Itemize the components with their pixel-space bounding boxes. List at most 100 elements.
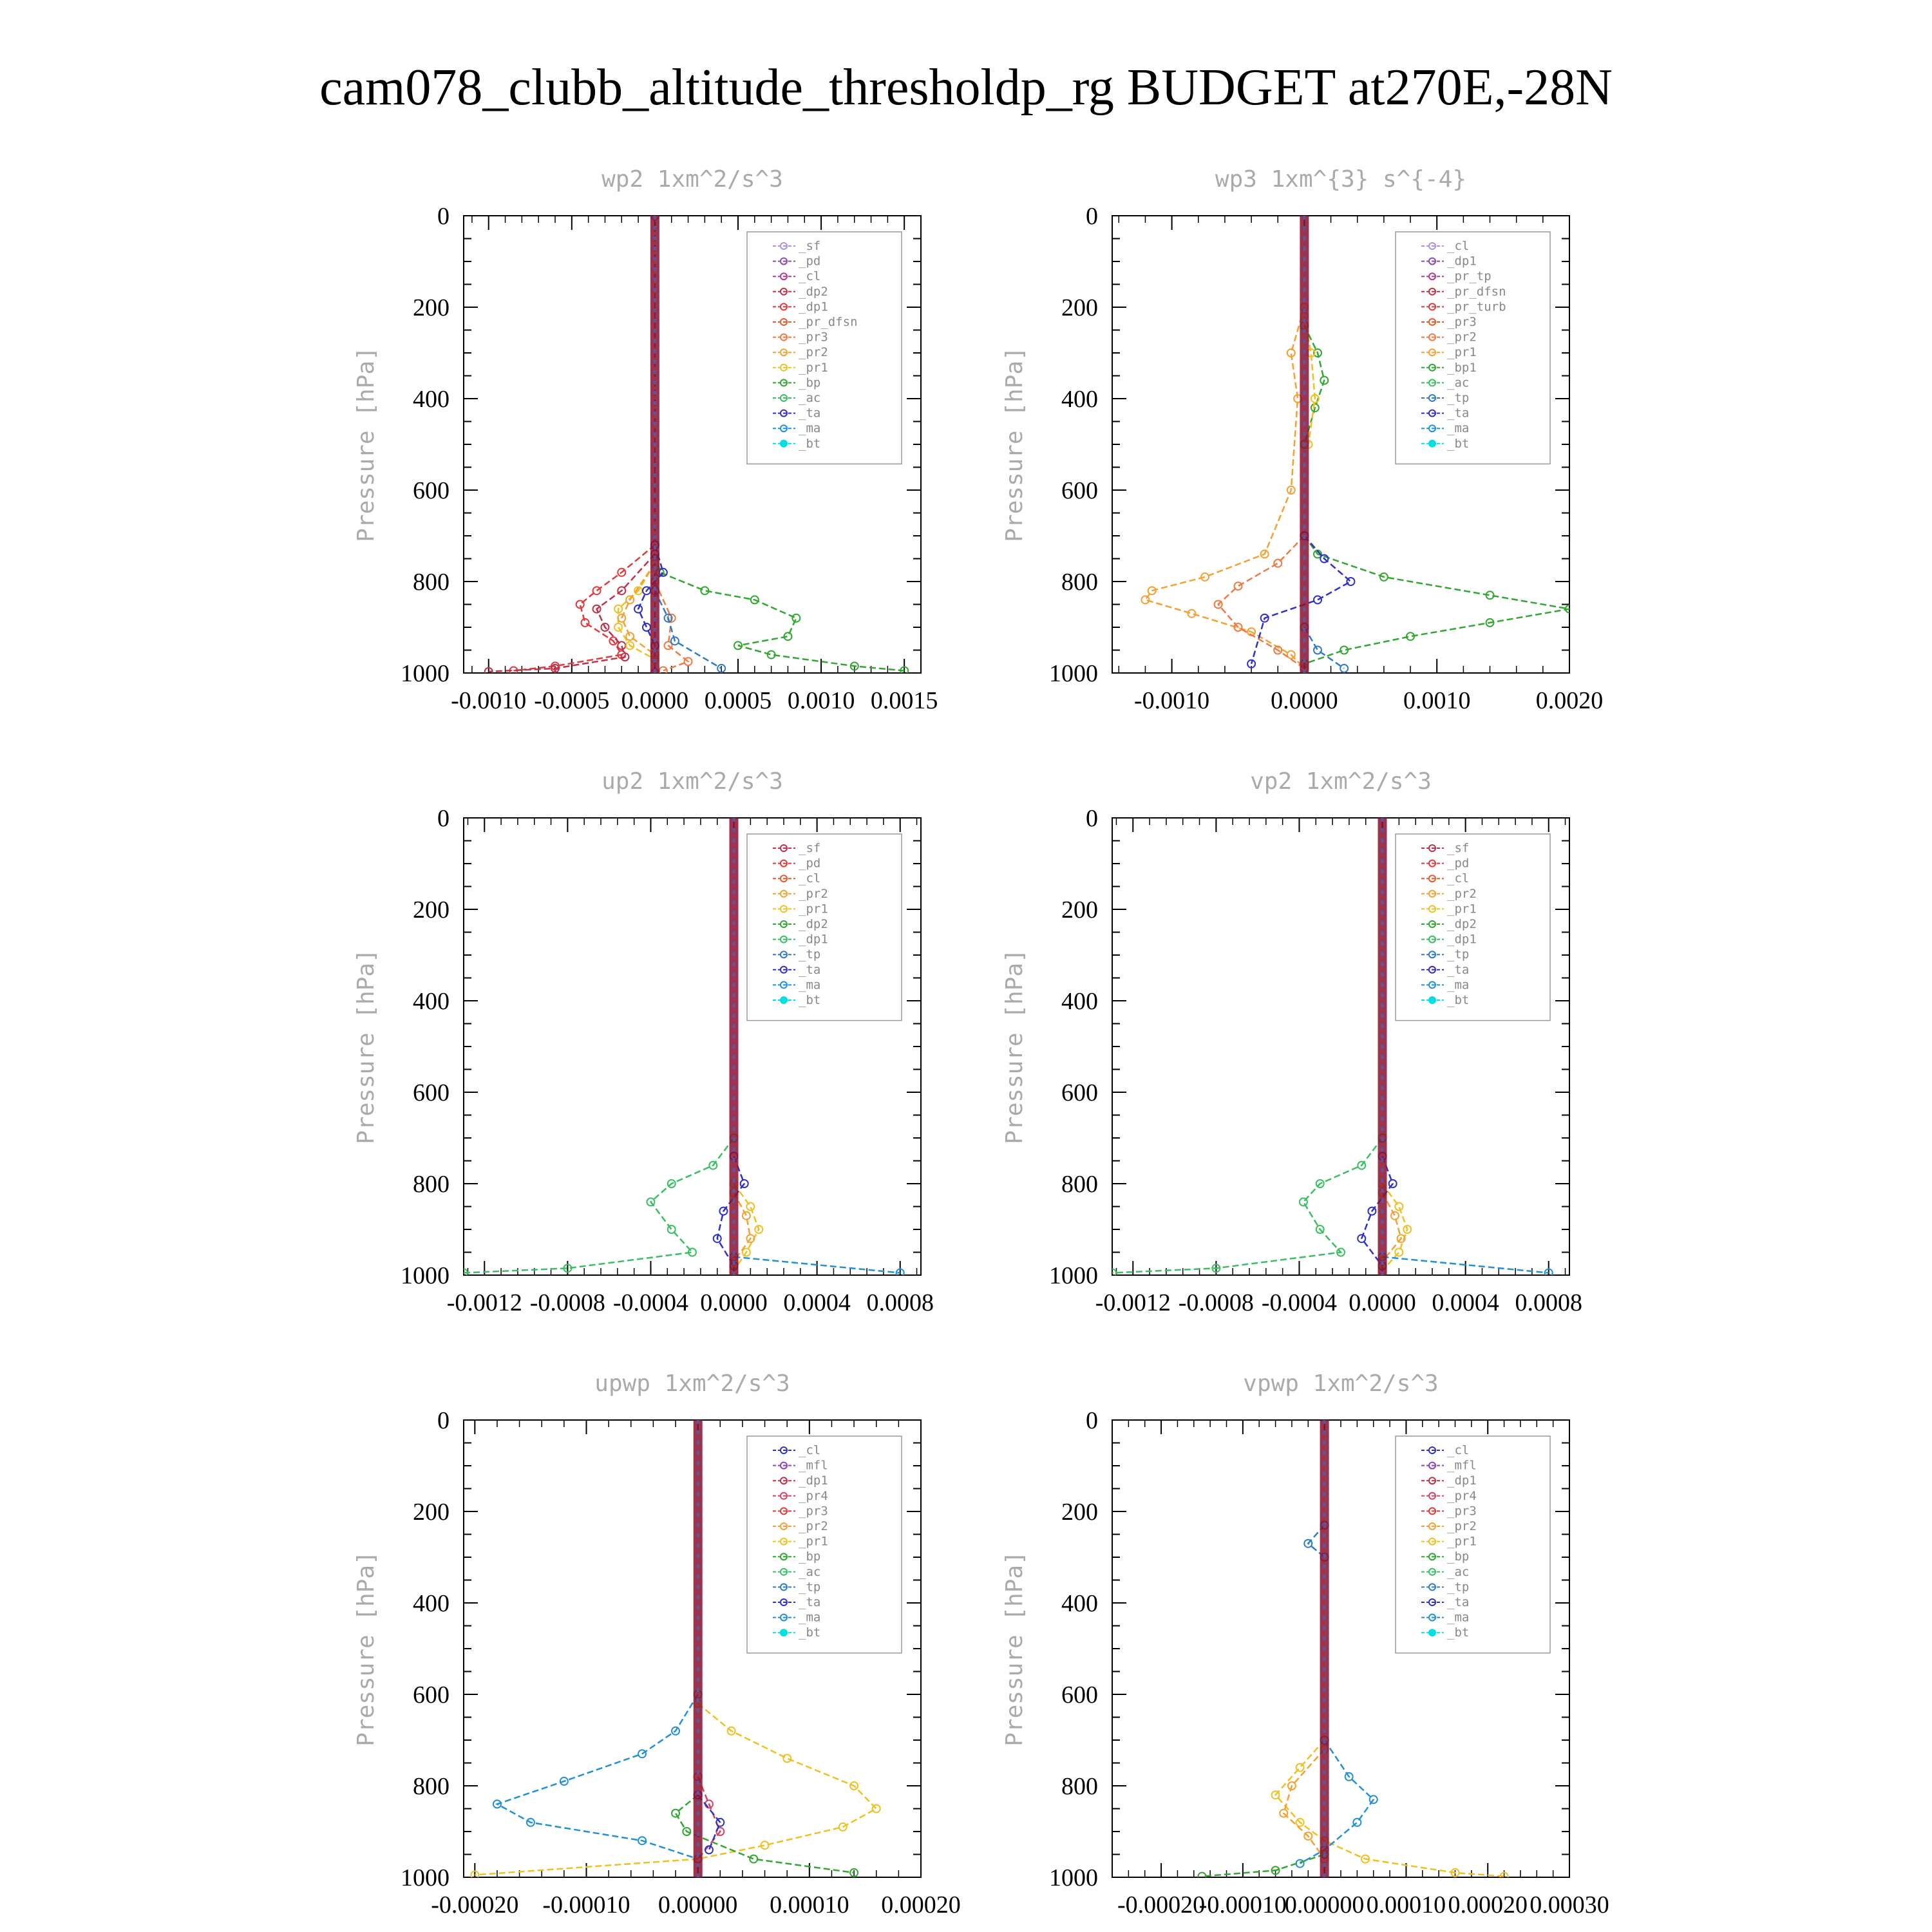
series-point-ta bbox=[1247, 659, 1256, 668]
legend-entry: _sf bbox=[799, 239, 820, 253]
series-point-pr1 bbox=[1394, 1202, 1404, 1211]
series-point-bp bbox=[766, 650, 776, 659]
series-line-pr4 bbox=[697, 1776, 721, 1860]
legend-entry: _cl bbox=[799, 1443, 820, 1457]
legend-swatch-marker bbox=[1428, 303, 1436, 311]
series-point-dp2 bbox=[617, 586, 627, 596]
panel-title: up2 1xm^2/s^3 bbox=[601, 768, 783, 795]
series-point-ta bbox=[715, 1817, 725, 1827]
legend-box bbox=[746, 833, 902, 1021]
series-point-pr2 bbox=[1279, 1808, 1289, 1818]
legend-swatch-marker bbox=[780, 348, 788, 357]
series-point-bp bbox=[1340, 645, 1349, 655]
legend-box bbox=[1395, 231, 1551, 465]
series-point-pr3 bbox=[663, 641, 673, 650]
series-line-pr1 bbox=[1381, 1183, 1408, 1271]
y-axis-label: Pressure [hPa] bbox=[353, 346, 379, 542]
series-point-ma bbox=[1344, 1772, 1354, 1781]
panel-title: wp3 1xm^{3} s^{-4} bbox=[1215, 166, 1466, 193]
legend-swatch-marker bbox=[1428, 257, 1436, 265]
legend-swatch-marker bbox=[1428, 844, 1436, 852]
y-tick-label: 400 bbox=[1061, 386, 1098, 413]
series-point-pr1 bbox=[838, 1822, 848, 1832]
legend-entry: _pd bbox=[799, 857, 820, 871]
y-tick-label: 0 bbox=[1086, 805, 1098, 832]
series-point-tp bbox=[1312, 645, 1322, 655]
legend-swatch-marker bbox=[780, 920, 788, 928]
panel-title: vpwp 1xm^2/s^3 bbox=[1243, 1370, 1438, 1397]
legend-swatch-marker bbox=[1428, 1507, 1436, 1515]
legend-swatch-marker bbox=[780, 333, 788, 341]
y-axis-label: Pressure [hPa] bbox=[1001, 346, 1028, 542]
series-line-ma bbox=[1299, 1739, 1375, 1864]
series-point-dp2 bbox=[551, 663, 560, 673]
x-tick-label: 0.00030 bbox=[1530, 1891, 1609, 1918]
y-axis-label: Pressure [hPa] bbox=[353, 949, 379, 1144]
x-tick-label: 0.0000 bbox=[700, 1289, 768, 1316]
series-point-ta bbox=[719, 1206, 728, 1216]
y-tick-label: 1000 bbox=[401, 1864, 450, 1891]
series-point-bp bbox=[734, 641, 743, 650]
legend-swatch-marker bbox=[1428, 424, 1436, 433]
y-tick-label: 800 bbox=[413, 1773, 450, 1800]
legend-entry: _ma bbox=[799, 978, 820, 992]
x-tick-label: 0.0010 bbox=[1403, 687, 1471, 714]
legend-swatch-marker bbox=[780, 965, 788, 974]
series-point-pr1 bbox=[1295, 1817, 1305, 1827]
series-point-ta bbox=[642, 623, 651, 632]
legend-swatch-marker bbox=[1428, 1522, 1436, 1530]
series-point-pr2 bbox=[1147, 586, 1157, 596]
series-point-pr1 bbox=[741, 1247, 751, 1257]
series-point-dp2 bbox=[620, 652, 630, 662]
legend-entry: _pr_turb bbox=[1447, 299, 1506, 314]
series-line-bp bbox=[1202, 1853, 1325, 1877]
legend-entry: _dp2 bbox=[799, 917, 828, 931]
series-point-ma bbox=[526, 1817, 535, 1827]
series-point-pr2 bbox=[1286, 348, 1296, 357]
series-line-pr1 bbox=[617, 562, 656, 660]
legend-swatch-marker bbox=[1428, 394, 1436, 402]
series-point-pr1 bbox=[746, 1202, 755, 1211]
y-tick-label: 600 bbox=[413, 1681, 450, 1709]
series-point-ac bbox=[688, 1247, 697, 1257]
series-point-pr1 bbox=[625, 641, 635, 650]
legend-swatch-marker bbox=[1428, 348, 1436, 357]
y-tick-label: 200 bbox=[1061, 896, 1098, 923]
series-point-pr2 bbox=[1260, 549, 1269, 559]
legend-entry: _pr1 bbox=[799, 902, 828, 916]
legend-swatch-marker bbox=[1428, 951, 1436, 959]
legend-swatch-marker bbox=[1428, 981, 1436, 989]
legend-entry: _ta bbox=[1447, 1595, 1469, 1609]
y-tick-label: 200 bbox=[413, 294, 450, 321]
series-point-ac bbox=[667, 1225, 676, 1234]
legend-swatch-marker bbox=[1428, 1446, 1436, 1454]
y-tick-label: 1000 bbox=[1049, 1262, 1098, 1289]
series-line-ac bbox=[1112, 1137, 1383, 1274]
series-point-tp bbox=[717, 663, 726, 673]
series-point-bp bbox=[1271, 1866, 1280, 1875]
series-point-pr2 bbox=[1286, 486, 1296, 495]
legend-swatch-marker bbox=[780, 257, 788, 265]
legend-swatch-marker bbox=[780, 1446, 788, 1454]
legend-swatch-marker bbox=[780, 1461, 788, 1470]
legend-entry: _pr2 bbox=[1447, 1519, 1477, 1533]
y-tick-label: 600 bbox=[413, 1079, 450, 1106]
legend-entry: _ac bbox=[1447, 1565, 1469, 1579]
legend-entry: _pr2 bbox=[799, 345, 828, 359]
x-tick-label: -0.00010 bbox=[1199, 1891, 1287, 1918]
series-line-ta bbox=[697, 1794, 721, 1850]
legend-swatch-marker bbox=[1428, 1461, 1436, 1470]
series-point-pr2 bbox=[1200, 572, 1210, 582]
series-point-ac bbox=[1357, 1160, 1367, 1170]
series-point-pr2 bbox=[1303, 1832, 1313, 1841]
series-point-ac bbox=[646, 1197, 656, 1207]
legend-swatch-marker bbox=[780, 287, 788, 296]
series-line-dp2 bbox=[488, 553, 656, 673]
legend-swatch-marker bbox=[780, 1567, 788, 1576]
legend-entry: _mfl bbox=[799, 1459, 828, 1473]
legend-swatch-marker bbox=[780, 844, 788, 852]
series-point-pr2 bbox=[1187, 609, 1197, 618]
series-point-pr2 bbox=[625, 632, 635, 641]
series-point-pr3 bbox=[1233, 582, 1243, 591]
series-point-pr2 bbox=[625, 595, 635, 605]
